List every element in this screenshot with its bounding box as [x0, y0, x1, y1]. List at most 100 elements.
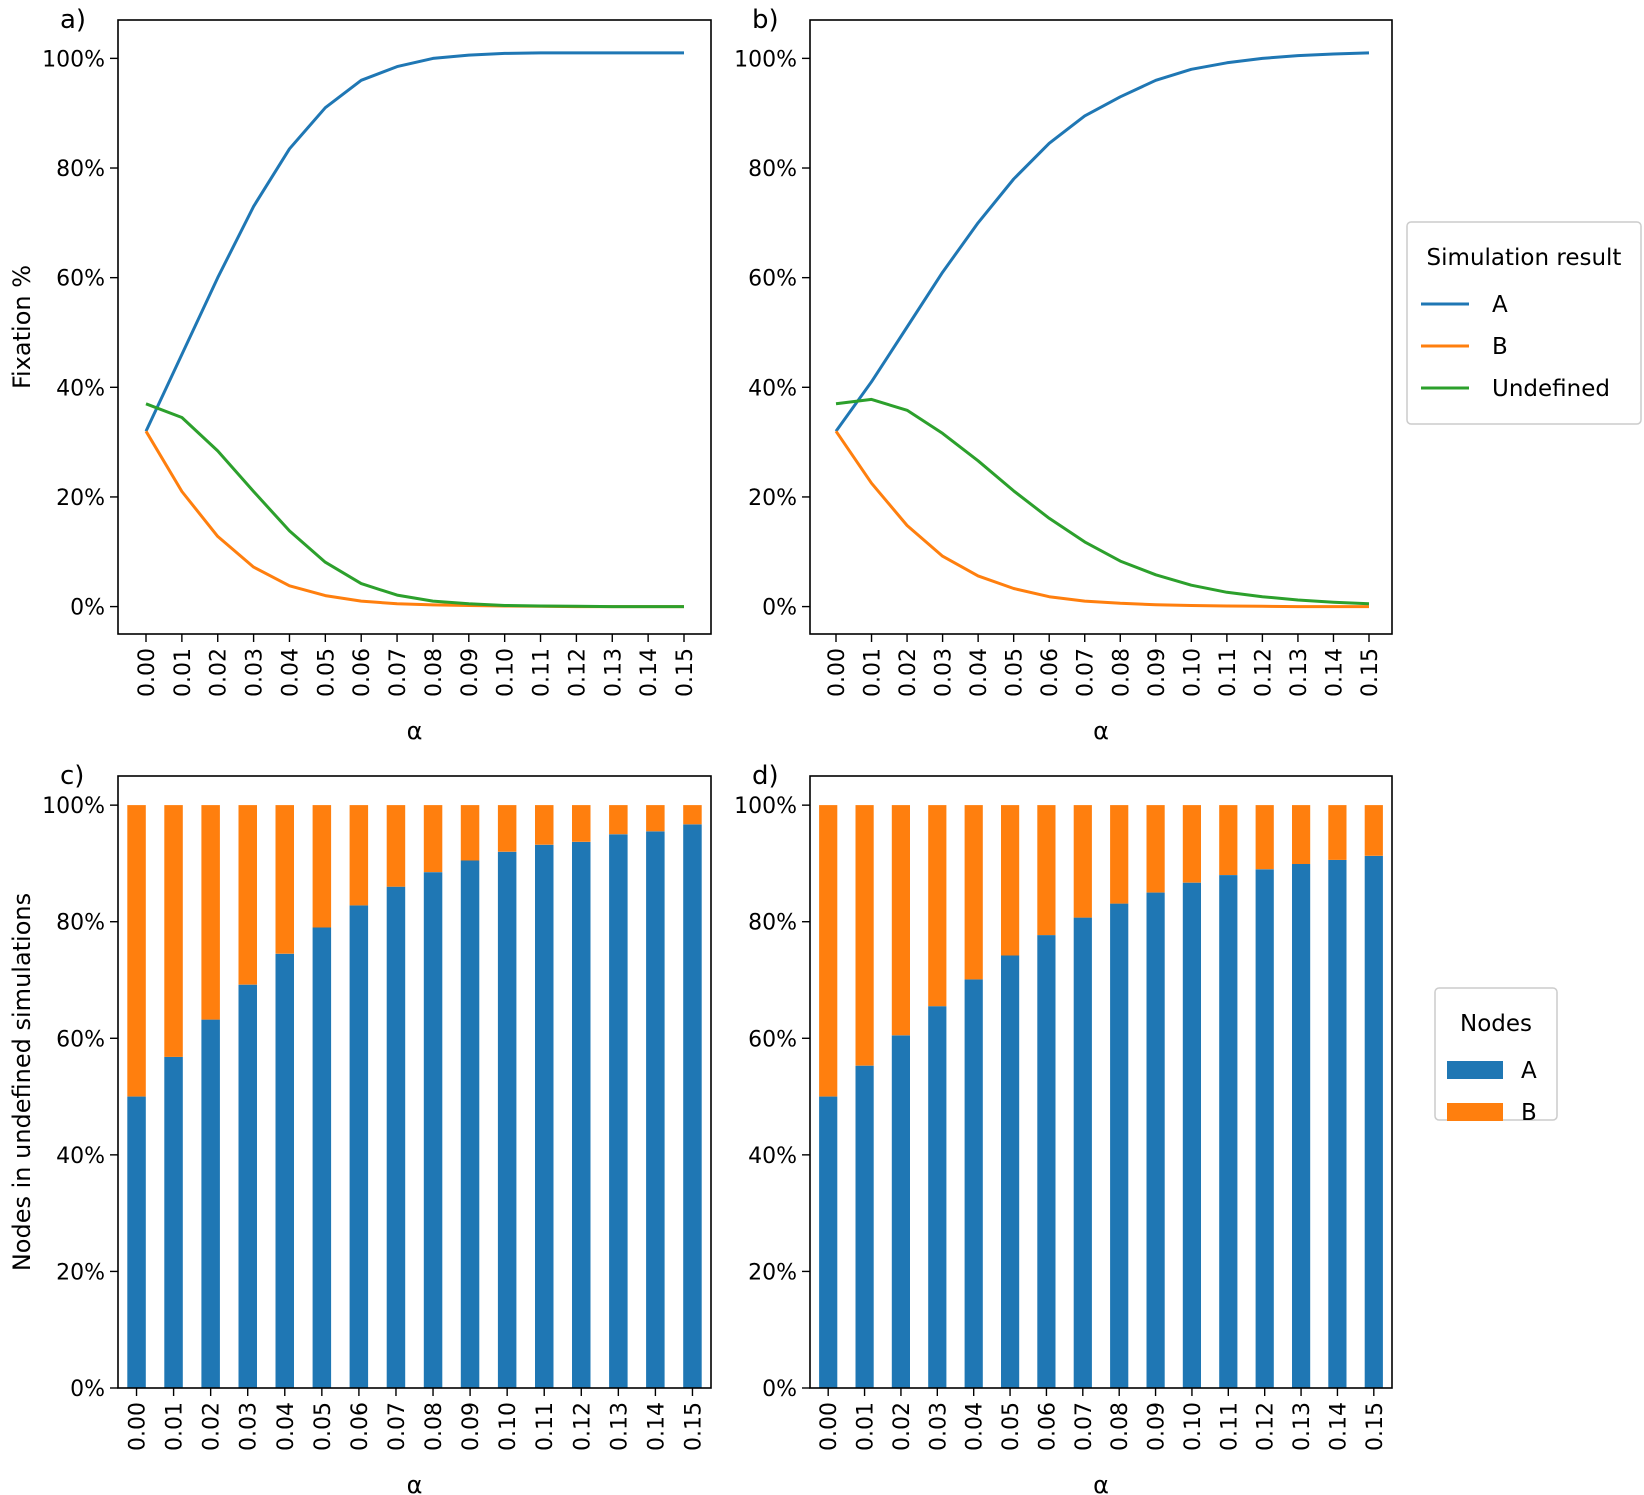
y-tick-label: 40% [748, 1144, 797, 1169]
x-tick-label: 0.01 [163, 1402, 188, 1451]
x-tick-label: 0.02 [207, 648, 232, 697]
x-tick-label: 0.06 [1035, 1402, 1060, 1451]
bar-a-0.00 [819, 1096, 838, 1388]
bar-a-0.03 [238, 984, 257, 1388]
x-tick-label: 0.00 [135, 648, 160, 697]
legend-swatch-b [1447, 1103, 1503, 1121]
bar-a-0.03 [928, 1006, 947, 1388]
x-tick-label: 0.05 [314, 648, 339, 697]
bar-b-0.15 [1364, 805, 1383, 856]
y-tick-label: 100% [734, 47, 797, 72]
bar-a-0.09 [460, 860, 480, 1388]
bar-a-0.11 [535, 844, 554, 1388]
bar-b-0.10 [497, 805, 517, 852]
x-tick-label: 0.03 [932, 648, 957, 697]
x-tick-label: 0.07 [1072, 1402, 1097, 1451]
x-tick-label: 0.12 [565, 648, 590, 697]
bar-b-0.14 [646, 805, 665, 832]
bar-b-0.03 [928, 805, 947, 1007]
panel-c: 0% 20% 40% 60% 80% 100% 0.00 0.01 0.02 0.03 0.04 0.… [8, 761, 712, 1495]
bar-a-0.04 [275, 953, 294, 1388]
bar-a-0.08 [1110, 903, 1129, 1388]
x-tick-label: 0.12 [1251, 648, 1276, 697]
y-tick-label: 0% [762, 596, 797, 621]
bar-a-0.09 [1146, 892, 1165, 1388]
bar-a-0.05 [312, 927, 332, 1388]
x-tick-label: 0.10 [1181, 1402, 1206, 1451]
bar-b-0.05 [1001, 805, 1020, 956]
bar-b-0.13 [609, 805, 628, 835]
series-line-a [834, 51, 1370, 433]
bar-b-0.00 [127, 805, 146, 1097]
y-tick-label: 20% [748, 1260, 797, 1285]
bar-a-0.10 [497, 851, 517, 1388]
bar-a-0.04 [964, 979, 983, 1388]
x-tick-label: 0.04 [967, 648, 992, 697]
x-tick-label: 0.06 [350, 648, 375, 697]
axes-frame [809, 775, 1393, 1389]
x-tick-label: 0.11 [530, 648, 555, 697]
x-axis-label: α [1093, 717, 1109, 745]
y-tick-label: 100% [42, 47, 105, 72]
y-tick-label: 100% [734, 794, 797, 819]
x-tick-label: 0.07 [385, 1402, 410, 1451]
y-tick-label: 0% [70, 1377, 105, 1402]
x-tick-label: 0.00 [817, 1402, 842, 1451]
bar-b-0.01 [855, 805, 874, 1066]
bar-a-0.05 [1001, 955, 1020, 1388]
y-tick-label: 40% [748, 376, 797, 401]
y-tick-label: 40% [56, 1144, 105, 1169]
bar-b-0.12 [572, 805, 591, 842]
x-tick-label: 0.06 [348, 1402, 373, 1451]
x-tick-label: 0.11 [1216, 648, 1241, 697]
x-tick-label: 0.11 [533, 1402, 558, 1451]
x-tick-label: 0.09 [459, 1402, 484, 1451]
axes-frame [809, 19, 1393, 635]
x-tick-label: 0.13 [1287, 648, 1312, 697]
x-tick-label: 0.09 [1145, 648, 1170, 697]
bar-b-0.00 [819, 805, 838, 1097]
x-tick-label: 0.08 [1109, 648, 1134, 697]
y-tick-label: 20% [748, 486, 797, 511]
legend-title: Simulation result [1427, 245, 1622, 271]
bar-b-0.08 [1110, 805, 1129, 904]
x-tick-label: 0.05 [1003, 648, 1028, 697]
bar-b-0.11 [535, 805, 554, 845]
bar-b-0.13 [1292, 805, 1311, 864]
x-tick-label: 0.07 [386, 648, 411, 697]
legend-box [1406, 221, 1642, 425]
y-tick-label: 80% [56, 911, 105, 936]
x-axis-label: α [407, 1471, 423, 1495]
bar-b-0.10 [1182, 805, 1201, 883]
bar-b-0.05 [312, 805, 332, 928]
bar-a-0.14 [1328, 859, 1347, 1388]
x-tick-label: 0.11 [1217, 1402, 1242, 1451]
axes-frame [117, 19, 712, 635]
x-tick-label: 0.13 [601, 648, 626, 697]
y-tick-label: 60% [56, 267, 105, 292]
panel-label: a) [60, 5, 86, 35]
bar-a-0.06 [349, 905, 369, 1388]
x-tick-label: 0.01 [861, 648, 886, 697]
bar-b-0.06 [349, 805, 369, 906]
series-line-a [144, 51, 684, 432]
y-tick-label: 20% [56, 1260, 105, 1285]
x-tick-label: 0.09 [1145, 1402, 1170, 1451]
x-tick-label: 0.09 [458, 648, 483, 697]
panel-b: 0% 20% 40% 60% 80% 100% 0.00 0.01 0.02 0.03 0.04 0.… [734, 5, 1393, 745]
legend-label: A [1521, 1058, 1537, 1084]
bar-a-0.14 [646, 831, 665, 1388]
bar-b-0.03 [238, 805, 257, 985]
bar-b-0.09 [1146, 805, 1165, 893]
x-tick-label: 0.13 [1290, 1402, 1315, 1451]
panel-d: 0% 20% 40% 60% 80% 100% 0.00 0.01 0.02 0.03 0.04 0.… [734, 761, 1393, 1495]
y-axis-label: Fixation % [8, 265, 36, 389]
panel-label: d) [752, 761, 779, 791]
bar-a-0.13 [609, 834, 628, 1388]
y-tick-label: 0% [70, 596, 105, 621]
x-tick-label: 0.04 [963, 1402, 988, 1451]
x-tick-label: 0.05 [311, 1402, 336, 1451]
legend-swatch-a [1447, 1061, 1503, 1079]
